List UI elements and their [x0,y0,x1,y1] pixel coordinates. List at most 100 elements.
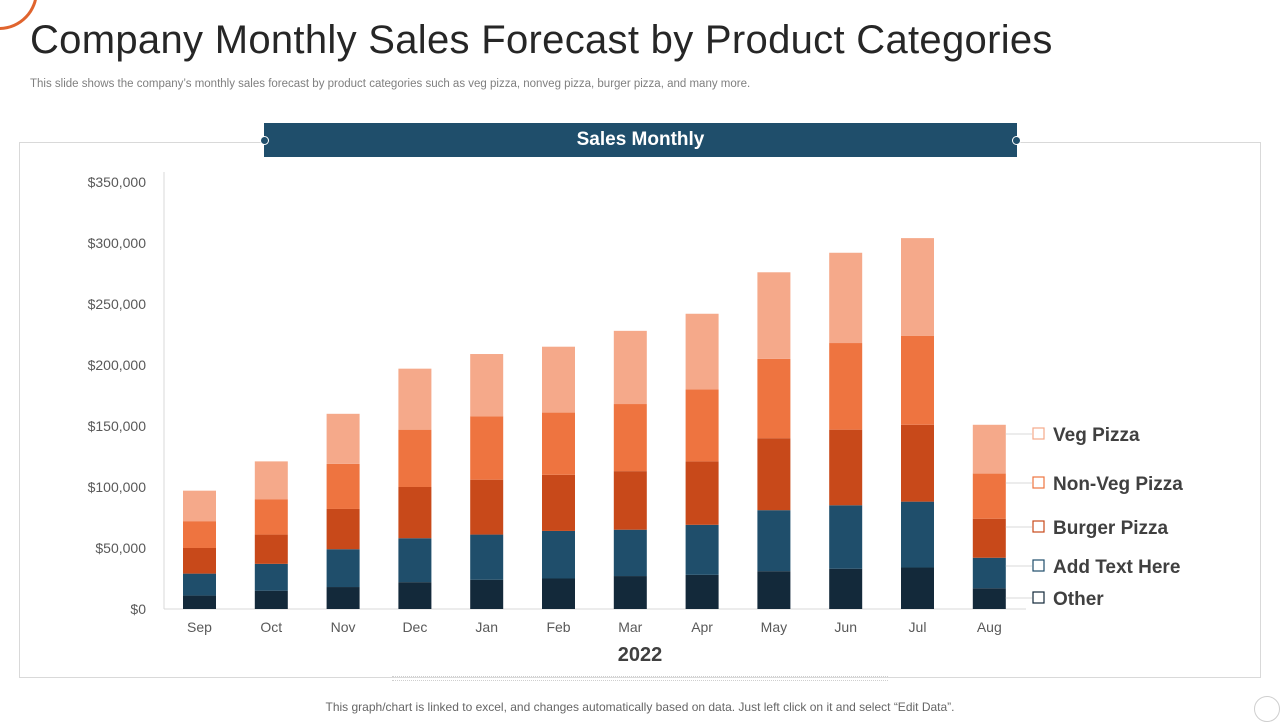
bar-segment [685,461,719,525]
y-tick-label: $150,000 [88,418,147,434]
x-tick-label: Dec [402,619,427,635]
bar-segment [613,471,647,530]
legend-swatch [1032,591,1045,604]
bar-segment [254,563,288,591]
bar-segment [470,354,504,417]
bar-segment [901,424,934,502]
bar-segment [901,238,934,336]
legend-label: Non-Veg Pizza [1053,474,1183,495]
legend-label: Other [1053,589,1104,610]
x-tick-label: Nov [331,619,356,635]
bar-segment [254,590,288,609]
x-tick-label: Jan [475,619,498,635]
bar-segment [972,518,1006,558]
x-tick-label: Sep [187,619,212,635]
bar-segment [326,549,360,588]
bar-segment [901,501,934,568]
bar-segment [542,474,575,531]
x-tick-label: May [761,619,787,635]
bar-segment [613,404,647,472]
bar-segment [470,479,504,535]
bar-segment [254,534,288,564]
bar-segment [757,510,791,572]
legend-swatch [1032,476,1045,489]
y-tick-label: $250,000 [88,296,147,312]
bar-segment [829,343,863,430]
bar-segment [326,508,360,550]
legend-swatch [1032,520,1045,533]
bar-segment [829,252,863,344]
legend-swatch [1032,427,1045,440]
bar-segment [613,330,647,405]
bar-segment [398,487,432,539]
bar-segment [829,429,863,506]
bar-segment [398,368,432,430]
bar-segment [685,313,719,390]
x-tick-label: Jul [909,619,927,635]
bar-segment [183,595,216,609]
bar-segment [470,416,504,480]
y-tick-label: $100,000 [88,479,147,495]
footer-note: This graph/chart is linked to excel, and… [325,700,955,714]
bar-segment [326,587,360,609]
bar-segment [901,335,934,425]
y-tick-label: $200,000 [88,357,147,373]
x-axis-title: 2022 [618,644,663,666]
bar-segment [757,438,791,511]
x-tick-label: Mar [618,619,642,635]
y-tick-label: $50,000 [95,540,146,556]
bar-segment [757,272,791,359]
bar-segment [183,548,216,574]
bar-segment [542,346,575,413]
x-tick-label: Feb [546,619,570,635]
y-tick-label: $0 [130,601,146,617]
bar-segment [183,521,216,548]
bar-segment [757,358,791,439]
bar-segment [183,573,216,596]
bar-segment [901,567,934,609]
page-subtitle: This slide shows the company’s monthly s… [30,78,751,90]
bar-segment [972,557,1006,589]
bar-segment [542,578,575,609]
bar-segment [757,571,791,609]
legend-label: Veg Pizza [1053,425,1140,446]
bar-segment [685,524,719,575]
legend-swatch [1032,559,1045,572]
x-tick-label: Apr [691,619,713,635]
bar-segment [398,538,432,583]
decorative-corner-circle [1254,696,1280,722]
bar-segment [183,490,216,522]
chart-title-banner: Sales Monthly [264,123,1017,157]
bar-segment [613,576,647,609]
bar-segment [470,534,504,580]
bar-segment [542,412,575,475]
legend-label: Add Text Here [1053,557,1180,578]
bar-segment [470,579,504,609]
banner-left-handle [260,136,269,145]
bar-segment [685,389,719,462]
bar-segment [326,463,360,509]
footer-divider [392,676,888,681]
bar-segment [398,429,432,487]
page-title: Company Monthly Sales Forecast by Produc… [30,18,1053,62]
bar-segment [326,413,360,464]
x-tick-label: Aug [977,619,1002,635]
bar-segment [972,473,1006,519]
y-tick-label: $300,000 [88,235,147,251]
bar-segment [972,588,1006,609]
bar-segment [829,568,863,609]
banner-right-handle [1012,136,1021,145]
bar-segment [398,582,432,609]
bar-segment [685,574,719,609]
bar-segment [829,505,863,569]
bar-segment [254,461,288,500]
bar-segment [613,529,647,577]
x-tick-label: Jun [834,619,857,635]
bar-segment [542,530,575,579]
bar-segment [254,499,288,535]
bar-segment [972,424,1006,474]
legend-label: Burger Pizza [1053,518,1169,539]
y-tick-label: $350,000 [88,174,147,190]
x-tick-label: Oct [260,619,282,635]
